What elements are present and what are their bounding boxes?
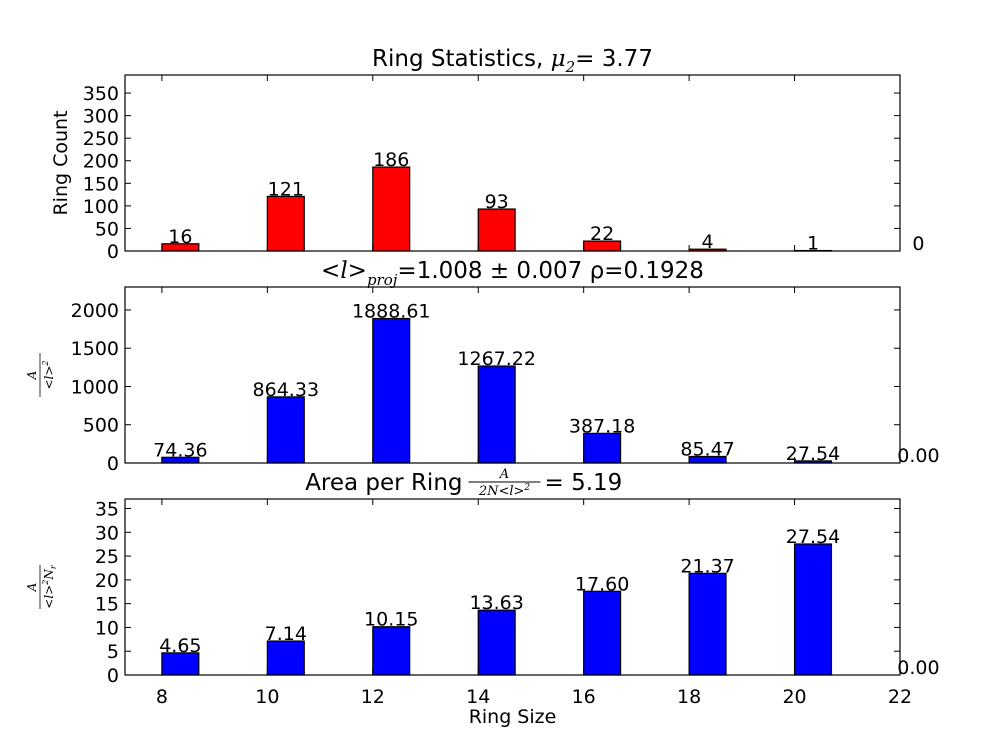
bar-12 <box>372 626 411 676</box>
y-tick-label: 50 <box>95 218 119 240</box>
x-tick-label: 12 <box>361 686 385 708</box>
x-tick-label: 14 <box>466 686 490 708</box>
data-label-16: 17.60 <box>575 573 629 595</box>
data-label-8: 4.65 <box>159 635 201 657</box>
data-label-8: 74.36 <box>153 439 207 461</box>
title-fraction-numerator: A <box>499 467 509 482</box>
y-axis-label: A <l>2 <box>25 353 56 397</box>
bar-12 <box>372 317 411 464</box>
y-axis-label: Ring Count <box>50 110 72 215</box>
y-tick-label: 250 <box>83 128 119 150</box>
data-label-10: 121 <box>268 178 304 200</box>
data-label-12: 1888.61 <box>352 300 431 322</box>
y-axis-label: A <l>2Nr <box>25 564 58 609</box>
y-tick-label: 300 <box>83 106 119 128</box>
y-tick-label: 25 <box>95 546 119 568</box>
data-label-14: 93 <box>485 191 509 213</box>
y-tick-label: 0 <box>107 665 119 687</box>
y-label-numerator: A <box>25 582 39 592</box>
y-label-denominator: <l>2Nr <box>41 564 58 609</box>
x-tick-label: 8 <box>156 686 168 708</box>
plot-frame <box>124 286 901 464</box>
data-label-18: 4 <box>702 231 714 253</box>
bar-14 <box>477 365 516 464</box>
bar-20 <box>793 543 833 676</box>
y-tick-label: 0 <box>107 453 119 475</box>
data-label-18: 21.37 <box>680 555 734 577</box>
data-label-18: 85.47 <box>680 438 734 460</box>
y-tick-label: 100 <box>83 196 119 218</box>
y-tick-label: 30 <box>95 522 119 544</box>
x-axis-label: Ring Size <box>469 706 557 728</box>
chart-title: Ring Statistics, μ2= 3.77 <box>372 46 653 76</box>
bar-16 <box>583 590 622 676</box>
chart-panel-2: 74.36 864.33 1888.61 1267.22 387.18 85.47 27.5… <box>25 258 940 475</box>
y-tick-label: 200 <box>83 151 119 173</box>
data-label-16: 387.18 <box>569 415 635 437</box>
chart-title: Area per Ring <box>305 470 462 496</box>
bar-10 <box>266 195 305 252</box>
bar-10 <box>266 396 305 464</box>
y-tick-label: 2000 <box>71 300 119 322</box>
y-tick-label: 35 <box>95 499 119 521</box>
chart-panel-3: 4.657.1410.1513.6317.6021.3727.540.00051… <box>25 467 940 728</box>
data-label-20: 1 <box>807 233 819 255</box>
y-tick-label: 10 <box>95 617 119 639</box>
data-label-14: 1267.22 <box>457 348 536 370</box>
plot-frame <box>124 74 901 252</box>
x-tick-label: 20 <box>782 686 806 708</box>
x-tick-label: 16 <box>572 686 596 708</box>
title-fraction-denominator: 2N<l>2 <box>478 483 531 499</box>
data-label-8: 16 <box>168 226 192 248</box>
y-tick-label: 15 <box>95 594 119 616</box>
bar-12 <box>372 166 411 252</box>
bar-16 <box>583 432 622 464</box>
y-label-numerator: A <box>25 370 39 380</box>
bar-10 <box>266 640 305 676</box>
y-tick-label: 1000 <box>71 376 119 398</box>
data-label-22: 0 <box>912 233 924 255</box>
data-label-22: 0.00 <box>897 445 939 467</box>
data-label-16: 22 <box>590 223 614 245</box>
data-label-20: 27.54 <box>786 443 840 465</box>
plot-frame <box>124 498 901 676</box>
data-label-12: 186 <box>373 149 409 171</box>
data-label-12: 10.15 <box>364 609 418 631</box>
bar-18 <box>688 572 727 676</box>
x-tick-label: 22 <box>888 686 912 708</box>
data-label-22: 0.00 <box>897 657 939 679</box>
bar-14 <box>477 609 516 676</box>
data-label-10: 864.33 <box>253 379 319 401</box>
title-value: = 5.19 <box>545 470 623 496</box>
y-tick-label: 500 <box>83 415 119 437</box>
y-tick-label: 20 <box>95 570 119 592</box>
y-tick-label: 150 <box>83 173 119 195</box>
bar-14 <box>477 208 516 252</box>
data-label-20: 27.54 <box>786 526 840 548</box>
x-tick-label: 10 <box>255 686 279 708</box>
data-label-10: 7.14 <box>265 623 307 645</box>
data-label-14: 13.63 <box>469 592 523 614</box>
y-label-denominator: <l>2 <box>41 360 56 389</box>
y-tick-label: 0 <box>107 241 119 263</box>
y-tick-label: 5 <box>107 641 119 663</box>
chart-title: <l>proj=1.008 ± 0.007 ρ=0.1928 <box>321 258 704 289</box>
x-tick-label: 18 <box>677 686 701 708</box>
y-tick-label: 350 <box>83 83 119 105</box>
y-tick-label: 1500 <box>71 338 119 360</box>
